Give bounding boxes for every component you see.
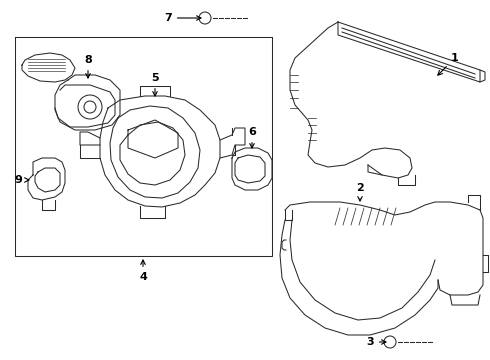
Text: 2: 2 xyxy=(356,183,364,201)
Text: 9: 9 xyxy=(14,175,29,185)
Text: 3: 3 xyxy=(366,337,386,347)
Text: 7: 7 xyxy=(164,13,201,23)
Text: 6: 6 xyxy=(248,127,256,148)
Text: 8: 8 xyxy=(84,55,92,78)
Text: 1: 1 xyxy=(438,53,459,75)
Text: 5: 5 xyxy=(151,73,159,96)
Text: 4: 4 xyxy=(139,260,147,282)
